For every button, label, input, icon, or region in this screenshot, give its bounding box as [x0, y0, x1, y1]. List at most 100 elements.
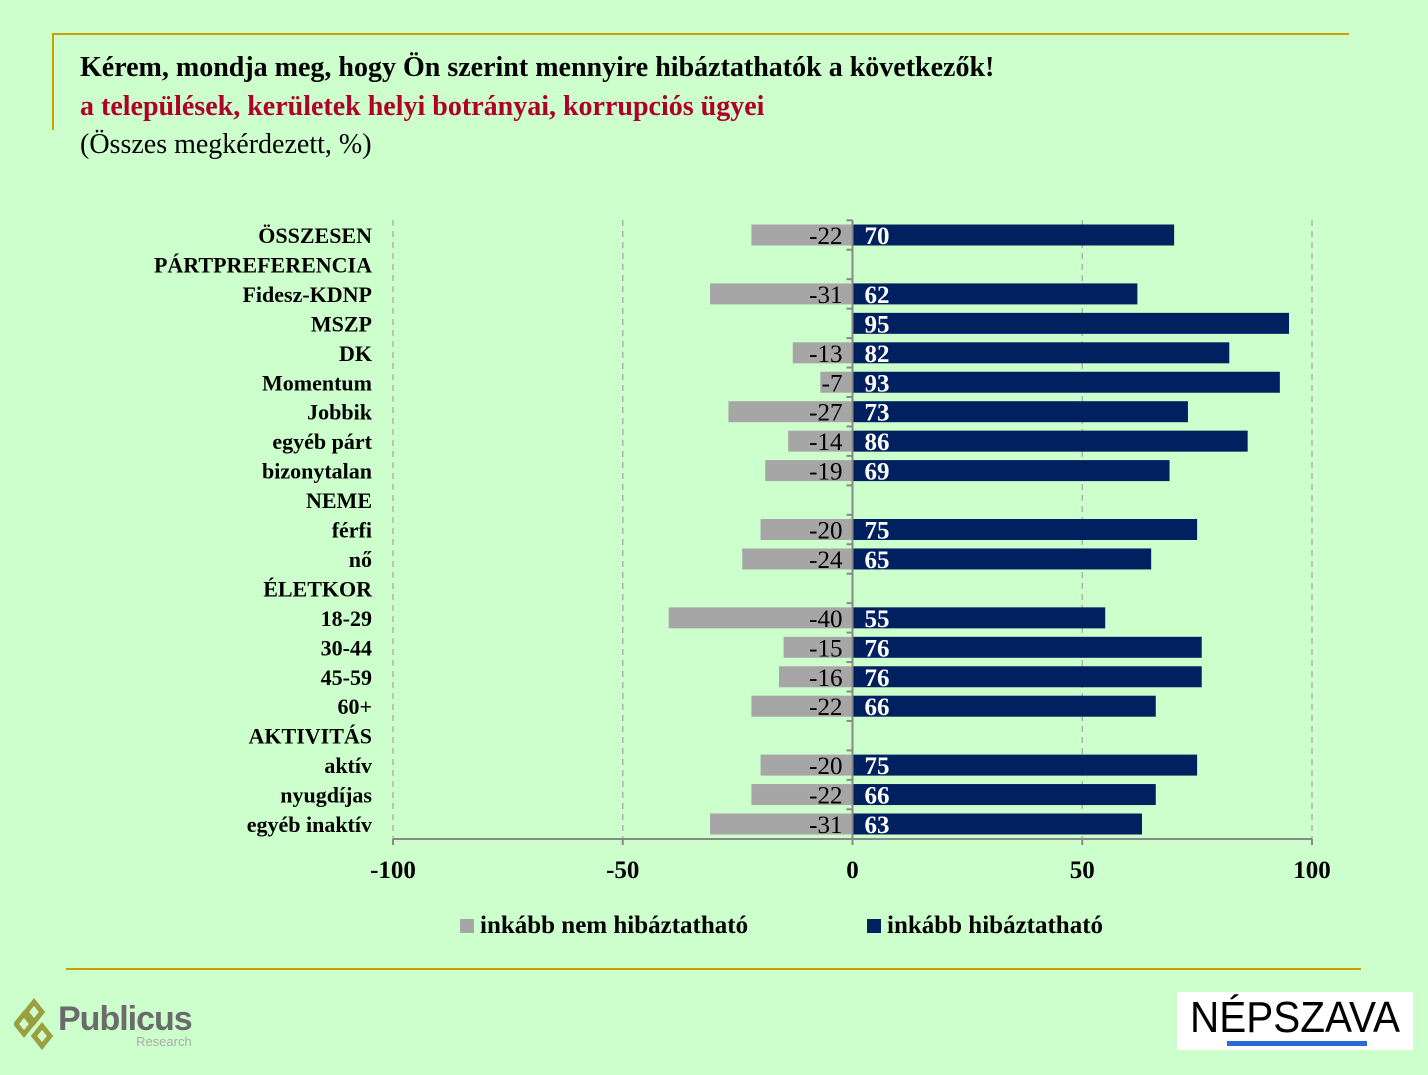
bar-positive: [853, 401, 1188, 423]
data-label-negative: -22: [809, 223, 842, 250]
category-label: aktív: [324, 753, 372, 778]
data-label-positive: 82: [865, 341, 890, 368]
data-label-negative: -7: [822, 370, 843, 397]
data-label-positive: 70: [865, 223, 890, 250]
bar-positive: [853, 460, 1170, 482]
bar-negative: [788, 430, 853, 452]
bar-positive: [853, 548, 1152, 570]
bar-negative: [728, 401, 853, 423]
diamond-logo-icon: [14, 998, 54, 1051]
bar-positive: [853, 607, 1106, 629]
data-label-positive: 69: [865, 459, 890, 486]
publicus-logo: Publicus Research: [14, 998, 193, 1052]
bar-positive: [853, 754, 1198, 776]
data-label-positive: 93: [865, 370, 890, 397]
data-label-negative: -22: [809, 783, 842, 810]
bar-positive: [853, 312, 1290, 334]
x-tick-label: -50: [606, 857, 639, 884]
data-label-negative: -20: [809, 518, 842, 545]
nepszava-bar: [1227, 1041, 1367, 1046]
category-label: ÖSSZESEN: [258, 223, 372, 248]
bar-negative: [751, 784, 853, 806]
category-label: egyéb inaktív: [247, 812, 372, 837]
data-label-negative: -20: [809, 753, 842, 780]
data-label-positive: 55: [865, 606, 890, 633]
bar-negative: [760, 754, 853, 776]
category-label: Momentum: [262, 370, 372, 395]
category-label: nyugdíjas: [280, 783, 372, 808]
bar-negative: [742, 548, 853, 570]
chart-title: Kérem, mondja meg, hogy Ön szerint menny…: [80, 52, 995, 83]
top-rule: [52, 33, 1349, 35]
data-label-negative: -14: [809, 429, 843, 456]
legend-label: inkább nem hibáztatható: [480, 912, 749, 939]
category-label: Fidesz-KDNP: [242, 282, 372, 307]
data-label-positive: 73: [865, 400, 890, 427]
data-label-positive: 65: [865, 547, 890, 574]
x-tick-label: 50: [1070, 857, 1095, 884]
bar-negative: [765, 460, 853, 482]
bar-negative: [710, 283, 853, 305]
data-label-negative: -15: [809, 635, 842, 662]
legend-item-negative: inkább nem hibáztatható: [460, 912, 748, 940]
bar-positive: [853, 666, 1202, 688]
legend-item-positive: inkább hibáztatható: [867, 912, 1103, 940]
bar-negative: [751, 224, 853, 246]
bar-negative: [820, 371, 853, 393]
bar-negative: [751, 695, 853, 717]
data-label-negative: -13: [809, 341, 842, 368]
x-tick-label: 100: [1293, 857, 1331, 884]
data-label-positive: 75: [865, 753, 890, 780]
data-label-positive: 62: [865, 282, 890, 309]
bar-positive: [853, 342, 1230, 364]
data-label-positive: 75: [865, 518, 890, 545]
data-label-negative: -16: [809, 665, 842, 692]
chart-subtitle: a települések, kerületek helyi botrányai…: [80, 91, 765, 122]
category-label: nő: [349, 547, 372, 572]
nepszava-text: NÉPSZAVA: [1190, 993, 1400, 1042]
data-label-negative: -27: [809, 400, 842, 427]
category-label: 60+: [337, 694, 372, 719]
category-label: 45-59: [321, 665, 372, 690]
category-label: bizonytalan: [262, 459, 372, 484]
data-label-positive: 76: [865, 635, 890, 662]
side-rule: [52, 33, 54, 130]
bar-positive: [853, 784, 1156, 806]
bar-positive: [853, 430, 1248, 452]
publicus-sub: Research: [136, 1033, 192, 1049]
bar-positive: [853, 224, 1175, 246]
data-label-negative: -31: [809, 282, 842, 309]
bar-negative: [778, 666, 853, 688]
category-label: 30-44: [321, 635, 372, 660]
bar-negative: [783, 636, 853, 658]
category-label: MSZP: [311, 311, 372, 336]
data-label-positive: 66: [865, 783, 890, 810]
publicus-text: Publicus: [58, 999, 193, 1038]
category-label: 18-29: [321, 606, 372, 631]
data-label-positive: 86: [865, 429, 890, 456]
bar-positive: [853, 636, 1202, 658]
bar-negative: [760, 519, 853, 540]
category-label: egyéb párt: [272, 429, 372, 454]
data-label-negative: -19: [809, 459, 842, 486]
data-label-negative: -40: [809, 606, 842, 633]
category-label: AKTIVITÁS: [249, 724, 372, 749]
data-label-positive: 63: [865, 812, 890, 839]
x-tick-label: -100: [370, 857, 416, 884]
legend-swatch: [460, 919, 474, 933]
category-label: ÉLETKOR: [263, 576, 373, 601]
bottom-rule: [66, 968, 1361, 970]
category-label: NEME: [306, 488, 372, 513]
bar-positive: [853, 283, 1138, 305]
bar-negative: [710, 813, 853, 835]
category-label: PÁRTPREFERENCIA: [154, 252, 372, 277]
data-label-positive: 66: [865, 694, 890, 721]
bar-positive: [853, 519, 1198, 540]
bar-negative: [792, 342, 853, 364]
legend-swatch: [867, 919, 881, 933]
bar-positive: [853, 371, 1280, 393]
x-tick-label: 0: [846, 857, 859, 884]
nepszava-logo: NÉPSZAVA: [1177, 992, 1413, 1050]
category-label: DK: [339, 341, 372, 366]
data-label-positive: 76: [865, 665, 890, 692]
